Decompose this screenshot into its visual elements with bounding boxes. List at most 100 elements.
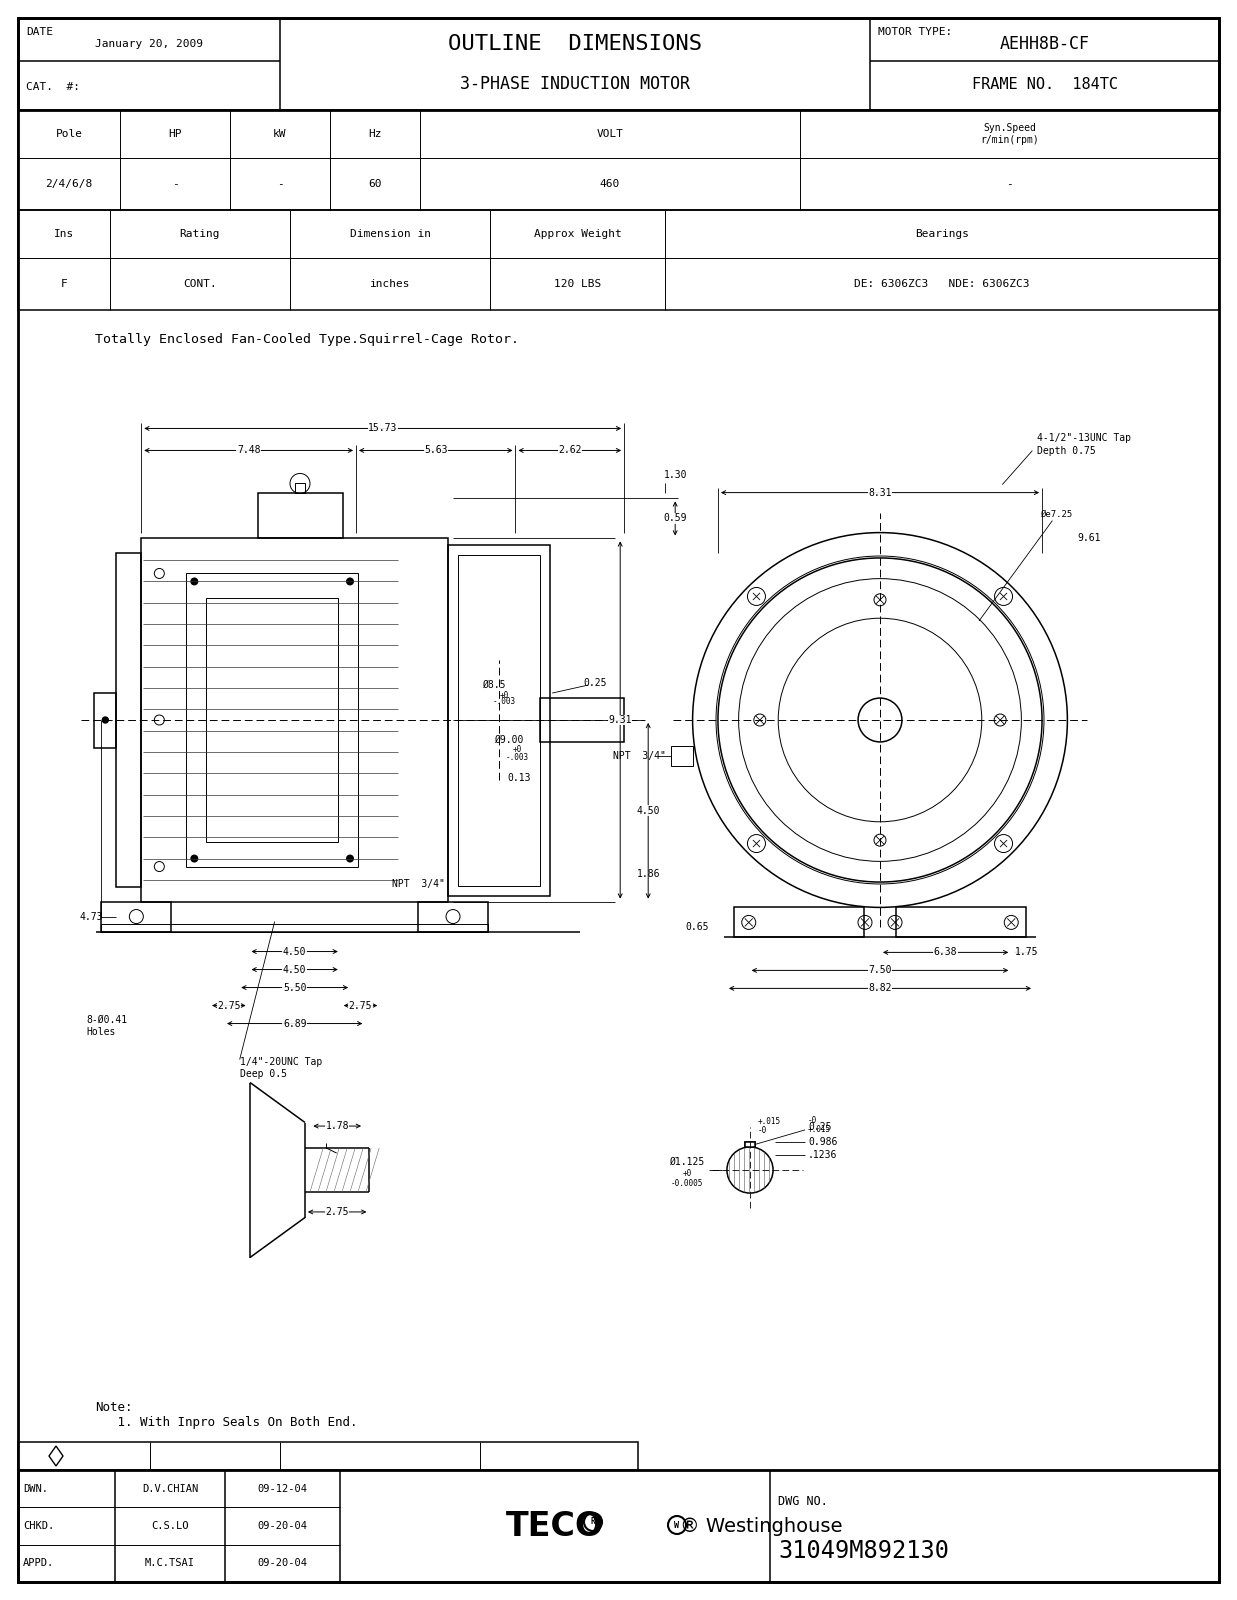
Text: 2.75: 2.75 — [349, 1000, 372, 1011]
Text: CAT.  #:: CAT. #: — [26, 82, 80, 91]
Circle shape — [346, 854, 354, 862]
Text: 31049M892130: 31049M892130 — [778, 1539, 949, 1563]
Text: DATE: DATE — [26, 27, 53, 37]
Text: Dimension in: Dimension in — [350, 229, 430, 238]
Text: NPT  3/4": NPT 3/4" — [392, 878, 444, 888]
Text: 0.986: 0.986 — [808, 1138, 837, 1147]
Text: D.V.CHIAN: D.V.CHIAN — [142, 1483, 198, 1494]
Text: 15.73: 15.73 — [369, 424, 397, 434]
Text: HP: HP — [168, 130, 182, 139]
Bar — [19, 110, 1218, 210]
Text: -.003: -.003 — [492, 698, 516, 707]
Text: F: F — [61, 278, 67, 290]
Text: 1.86: 1.86 — [636, 869, 659, 878]
Text: AEHH8B-CF: AEHH8B-CF — [999, 35, 1090, 53]
Text: Rating: Rating — [179, 229, 220, 238]
Bar — [19, 210, 1218, 310]
Bar — [187, 573, 357, 867]
Text: 0.59: 0.59 — [663, 514, 687, 523]
Text: 9.61: 9.61 — [1077, 533, 1101, 542]
Text: +.015: +.015 — [808, 1125, 831, 1134]
Bar — [541, 698, 625, 742]
Text: 0.25: 0.25 — [808, 1122, 831, 1131]
Circle shape — [103, 717, 109, 723]
Text: 4.50: 4.50 — [283, 947, 307, 957]
Bar — [448, 544, 550, 896]
Circle shape — [190, 578, 198, 586]
Text: 5.63: 5.63 — [424, 445, 448, 456]
Text: 5.50: 5.50 — [283, 982, 307, 992]
Text: DWG NO.: DWG NO. — [778, 1494, 828, 1507]
Text: W: W — [674, 1520, 679, 1530]
Text: APPD.: APPD. — [24, 1558, 54, 1568]
Text: 0.65: 0.65 — [685, 922, 709, 933]
Bar — [745, 1142, 755, 1147]
Text: +0: +0 — [500, 691, 508, 699]
Text: -0: -0 — [808, 1117, 818, 1125]
Text: 6.38: 6.38 — [934, 947, 957, 957]
Text: DWN.: DWN. — [24, 1483, 48, 1494]
Text: Depth 0.75: Depth 0.75 — [1038, 446, 1096, 456]
Text: January 20, 2009: January 20, 2009 — [95, 38, 203, 48]
Text: 1.30: 1.30 — [663, 470, 687, 480]
Text: -.003: -.003 — [506, 754, 528, 763]
Bar — [458, 555, 541, 885]
Text: 1.78: 1.78 — [325, 1122, 349, 1131]
Text: 09-20-04: 09-20-04 — [257, 1558, 308, 1568]
Text: 120 LBS: 120 LBS — [554, 278, 601, 290]
Text: OUTLINE  DIMENSIONS: OUTLINE DIMENSIONS — [448, 34, 703, 54]
Text: TECO: TECO — [506, 1509, 604, 1542]
Text: Ø8.5: Ø8.5 — [482, 680, 506, 690]
Bar — [141, 539, 448, 901]
Text: Totally Enclosed Fan-Cooled Type.Squirrel-Cage Rotor.: Totally Enclosed Fan-Cooled Type.Squirre… — [95, 333, 520, 347]
Bar — [670, 746, 693, 766]
Text: Ø1.125: Ø1.125 — [669, 1157, 705, 1166]
Text: 4-1/2"-13UNC Tap: 4-1/2"-13UNC Tap — [1038, 432, 1132, 443]
Text: Note:
   1. With Inpro Seals On Both End.: Note: 1. With Inpro Seals On Both End. — [95, 1402, 357, 1429]
Text: 09-12-04: 09-12-04 — [257, 1483, 308, 1494]
Text: Deep 0.5: Deep 0.5 — [240, 1069, 287, 1078]
Text: Ins: Ins — [54, 229, 74, 238]
Text: 2.75: 2.75 — [325, 1206, 349, 1218]
Text: 0.13: 0.13 — [507, 773, 531, 782]
Text: NPT  3/4": NPT 3/4" — [612, 752, 666, 762]
Text: R: R — [591, 1517, 595, 1526]
Circle shape — [190, 854, 198, 862]
Text: +.015: +.015 — [758, 1117, 781, 1126]
Text: VOLT: VOLT — [596, 130, 623, 139]
Text: ® Westinghouse: ® Westinghouse — [680, 1517, 842, 1536]
Text: 8.31: 8.31 — [868, 488, 892, 498]
Bar — [19, 18, 1218, 110]
Text: -: - — [172, 179, 178, 189]
Text: CONT.: CONT. — [183, 278, 216, 290]
Text: 4.73: 4.73 — [79, 912, 103, 922]
Bar — [101, 901, 172, 931]
Text: inches: inches — [370, 278, 411, 290]
Text: C.S.LO: C.S.LO — [151, 1522, 189, 1531]
Bar — [116, 554, 141, 886]
Text: 09-20-04: 09-20-04 — [257, 1522, 308, 1531]
Bar — [19, 1470, 1218, 1582]
Text: -0.0005: -0.0005 — [670, 1179, 703, 1187]
Text: kW: kW — [273, 130, 287, 139]
Text: 8-Ø0.41: 8-Ø0.41 — [87, 1014, 127, 1024]
Text: MOTOR TYPE:: MOTOR TYPE: — [878, 27, 952, 37]
Bar — [745, 1142, 755, 1147]
Text: 2.75: 2.75 — [216, 1000, 240, 1011]
Text: 7.50: 7.50 — [868, 965, 892, 976]
Text: 9.31: 9.31 — [609, 715, 632, 725]
Text: 8.82: 8.82 — [868, 984, 892, 994]
Text: 2/4/6/8: 2/4/6/8 — [46, 179, 93, 189]
Bar — [896, 907, 1027, 938]
Bar — [294, 483, 306, 493]
Text: 2.62: 2.62 — [558, 445, 581, 456]
Text: Bearings: Bearings — [915, 229, 969, 238]
Bar — [418, 901, 489, 931]
Text: 1/4"-20UNC Tap: 1/4"-20UNC Tap — [240, 1056, 322, 1067]
Text: Approx Weight: Approx Weight — [533, 229, 621, 238]
Text: 4.50: 4.50 — [283, 965, 307, 974]
Text: Ø9.00: Ø9.00 — [495, 734, 523, 746]
Text: 3-PHASE INDUCTION MOTOR: 3-PHASE INDUCTION MOTOR — [460, 75, 690, 93]
Text: 6.89: 6.89 — [283, 1019, 307, 1029]
Text: +0: +0 — [683, 1170, 691, 1179]
